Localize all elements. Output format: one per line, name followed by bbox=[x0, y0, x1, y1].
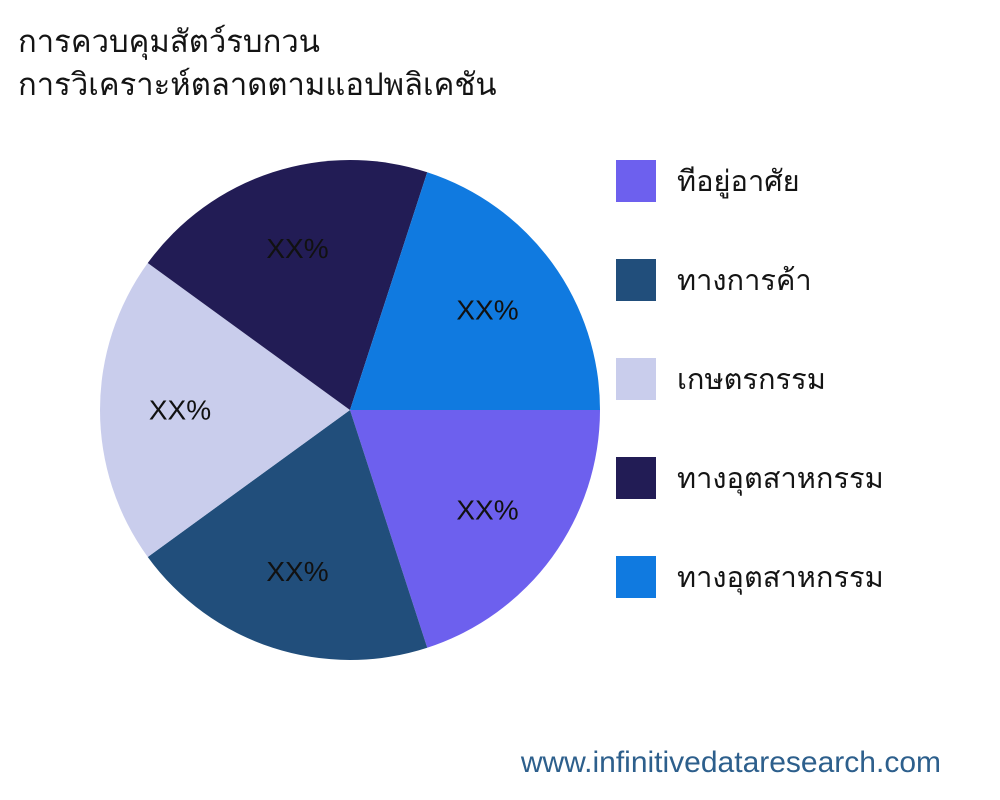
chart-title: การควบคุมสัตว์รบกวน การวิเคราะห์ตลาดตามแ… bbox=[18, 20, 497, 106]
legend-swatch-residential bbox=[616, 160, 656, 202]
legend-label-agriculture: เกษตรกรรม bbox=[677, 364, 826, 396]
legend-item-industrial-2: ทางอุตสาหกรรม bbox=[616, 556, 884, 598]
pie-slice-0 bbox=[350, 410, 600, 648]
legend-swatch-agriculture bbox=[616, 358, 656, 400]
pie-slice-value-label-0: XX% bbox=[456, 494, 518, 525]
legend-label-residential: ทีอยู่อาศัย bbox=[677, 166, 800, 198]
legend-item-agriculture: เกษตรกรรม bbox=[616, 358, 884, 400]
pie-slice-value-label-2: XX% bbox=[149, 395, 211, 426]
legend-swatch-industrial bbox=[616, 457, 656, 499]
legend: ทีอยู่อาศัย ทางการค้า เกษตรกรรม ทางอุตสา… bbox=[616, 160, 884, 598]
legend-swatch-commercial bbox=[616, 259, 656, 301]
legend-label-industrial: ทางอุตสาหกรรม bbox=[677, 463, 884, 495]
pie-slice-2 bbox=[100, 263, 351, 557]
legend-swatch-industrial-2 bbox=[616, 556, 656, 598]
legend-item-residential: ทีอยู่อาศัย bbox=[616, 160, 884, 202]
pie-slice-value-label-3: XX% bbox=[266, 233, 328, 264]
pie-slice-value-label-1: XX% bbox=[266, 556, 328, 587]
pie-slice-4 bbox=[350, 172, 600, 410]
pie-chart: XX% XX% XX% XX% XX% bbox=[100, 160, 600, 660]
website-url: www.infinitivedataresearch.com bbox=[520, 746, 941, 779]
chart-title-line2: การวิเคราะห์ตลาดตามแอปพลิเคชัน bbox=[18, 67, 497, 102]
pie-slice-value-label-4: XX% bbox=[456, 295, 518, 326]
pie-slice-3 bbox=[147, 160, 428, 410]
legend-label-commercial: ทางการค้า bbox=[677, 265, 812, 297]
legend-item-commercial: ทางการค้า bbox=[616, 259, 884, 301]
legend-item-industrial: ทางอุตสาหกรรม bbox=[616, 457, 884, 499]
chart-title-line1: การควบคุมสัตว์รบกวน bbox=[18, 24, 320, 59]
pie-slice-1 bbox=[147, 410, 428, 660]
legend-label-industrial-2: ทางอุตสาหกรรม bbox=[677, 562, 884, 594]
